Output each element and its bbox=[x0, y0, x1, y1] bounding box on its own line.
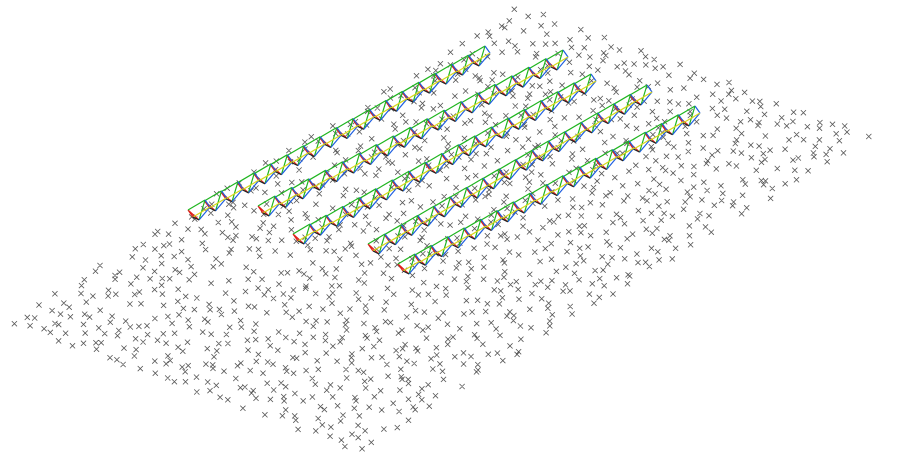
frustum-edges bbox=[262, 66, 558, 217]
frustum-edges bbox=[257, 49, 564, 217]
frustum-edges bbox=[397, 105, 696, 275]
frustum-edges bbox=[367, 84, 648, 255]
frustum-edges bbox=[297, 80, 597, 242]
frustum-edges bbox=[187, 55, 480, 221]
frustum-edges bbox=[297, 90, 586, 245]
frustum-edges bbox=[292, 73, 592, 245]
frustum-edges bbox=[268, 49, 569, 217]
point-markers bbox=[11, 6, 872, 452]
frustum-edges bbox=[257, 59, 558, 217]
frustum-edges bbox=[397, 115, 690, 275]
frustum-edges bbox=[402, 112, 701, 272]
frustum-edges bbox=[198, 45, 491, 221]
frustum-edges bbox=[192, 52, 491, 218]
frustum-edges bbox=[187, 45, 486, 221]
frustum-edges bbox=[262, 56, 569, 214]
frustum-edges bbox=[372, 101, 642, 255]
frustum-edges bbox=[408, 105, 701, 275]
frustum-edges bbox=[292, 83, 586, 245]
point-cloud bbox=[11, 6, 872, 452]
camera-frustums bbox=[187, 45, 701, 275]
frustum-edges bbox=[192, 62, 480, 221]
frustum-edges bbox=[372, 91, 653, 252]
frustum-edges bbox=[402, 122, 690, 275]
frustum-edges bbox=[378, 84, 653, 255]
frustum-edges bbox=[303, 73, 597, 245]
